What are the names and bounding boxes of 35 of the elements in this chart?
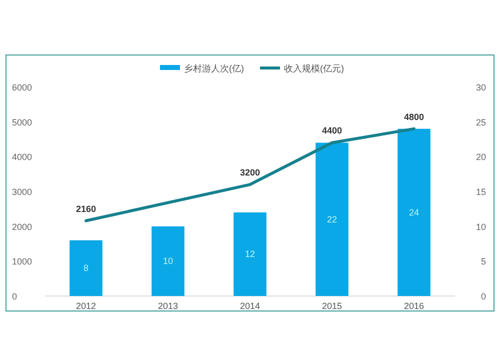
y-tick-label: 5000 (12, 117, 32, 128)
x-tick-label: 2012 (76, 301, 96, 311)
bar (152, 226, 184, 296)
x-tick-label: 2015 (322, 301, 342, 311)
bar (70, 240, 102, 296)
y2-tick-label: 0 (480, 292, 486, 302)
data-label: 12 (244, 249, 256, 260)
legend-label: 收入规模(亿元) (284, 64, 344, 74)
y2-tick-label: 5 (480, 256, 486, 267)
x-tick-label: 2013 (158, 301, 178, 311)
y2-tick-label: 20 (476, 152, 486, 162)
data-label: 2160 (76, 204, 96, 214)
y-tick-label: 3000 (12, 187, 32, 197)
bar (234, 212, 266, 296)
bar (398, 128, 430, 296)
y2-tick-label: 30 (476, 82, 486, 92)
data-label: 10 (162, 256, 174, 266)
x-tick-label: 2016 (404, 301, 424, 311)
y2-tick-label: 15 (476, 187, 486, 197)
y2-tick-label: 10 (476, 222, 486, 232)
data-label: 22 (326, 214, 338, 224)
data-label: 24 (408, 207, 420, 218)
x-tick-label: 2014 (240, 301, 260, 311)
data-label: 3200 (240, 168, 260, 178)
y2-tick-label: 25 (476, 117, 486, 128)
data-label: 4800 (404, 112, 424, 122)
y-tick-label: 2000 (12, 222, 32, 232)
y-tick-label: 6000 (12, 82, 32, 92)
y-tick-label: 0 (12, 292, 18, 302)
data-label: 4400 (322, 126, 342, 136)
bar (316, 142, 348, 296)
legend-label: 乡村游人次(亿) (184, 64, 244, 74)
data-label: 8 (83, 263, 89, 274)
y-tick-label: 1000 (12, 256, 32, 267)
y-tick-label: 4000 (12, 152, 32, 162)
